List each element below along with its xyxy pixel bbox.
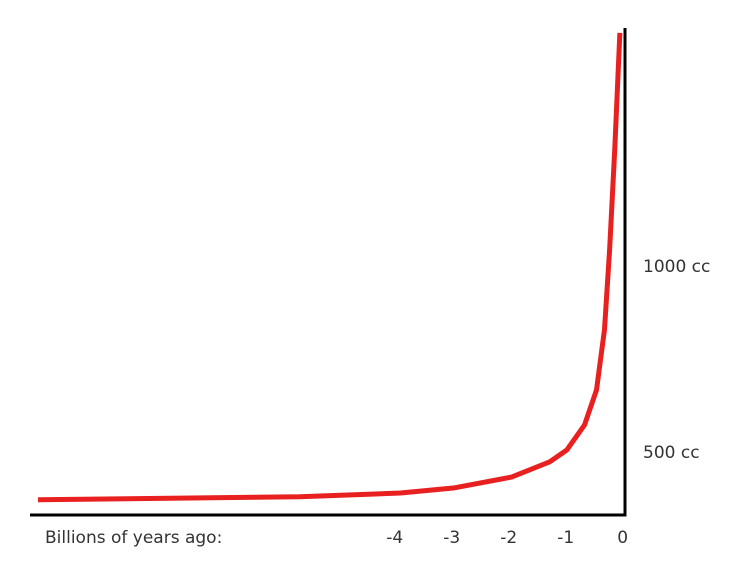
x-axis-label: Billions of years ago: bbox=[45, 528, 222, 548]
data-line bbox=[37, 32, 623, 503]
x-tick-label: 0 bbox=[617, 528, 628, 548]
x-tick-label: -1 bbox=[557, 528, 574, 548]
x-tick-label: -3 bbox=[443, 528, 460, 548]
x-tick-label: -2 bbox=[500, 528, 517, 548]
y-tick-label: 1000 cc bbox=[643, 257, 710, 277]
x-tick-label: -4 bbox=[386, 528, 403, 548]
y-tick-label: 500 cc bbox=[643, 443, 700, 463]
